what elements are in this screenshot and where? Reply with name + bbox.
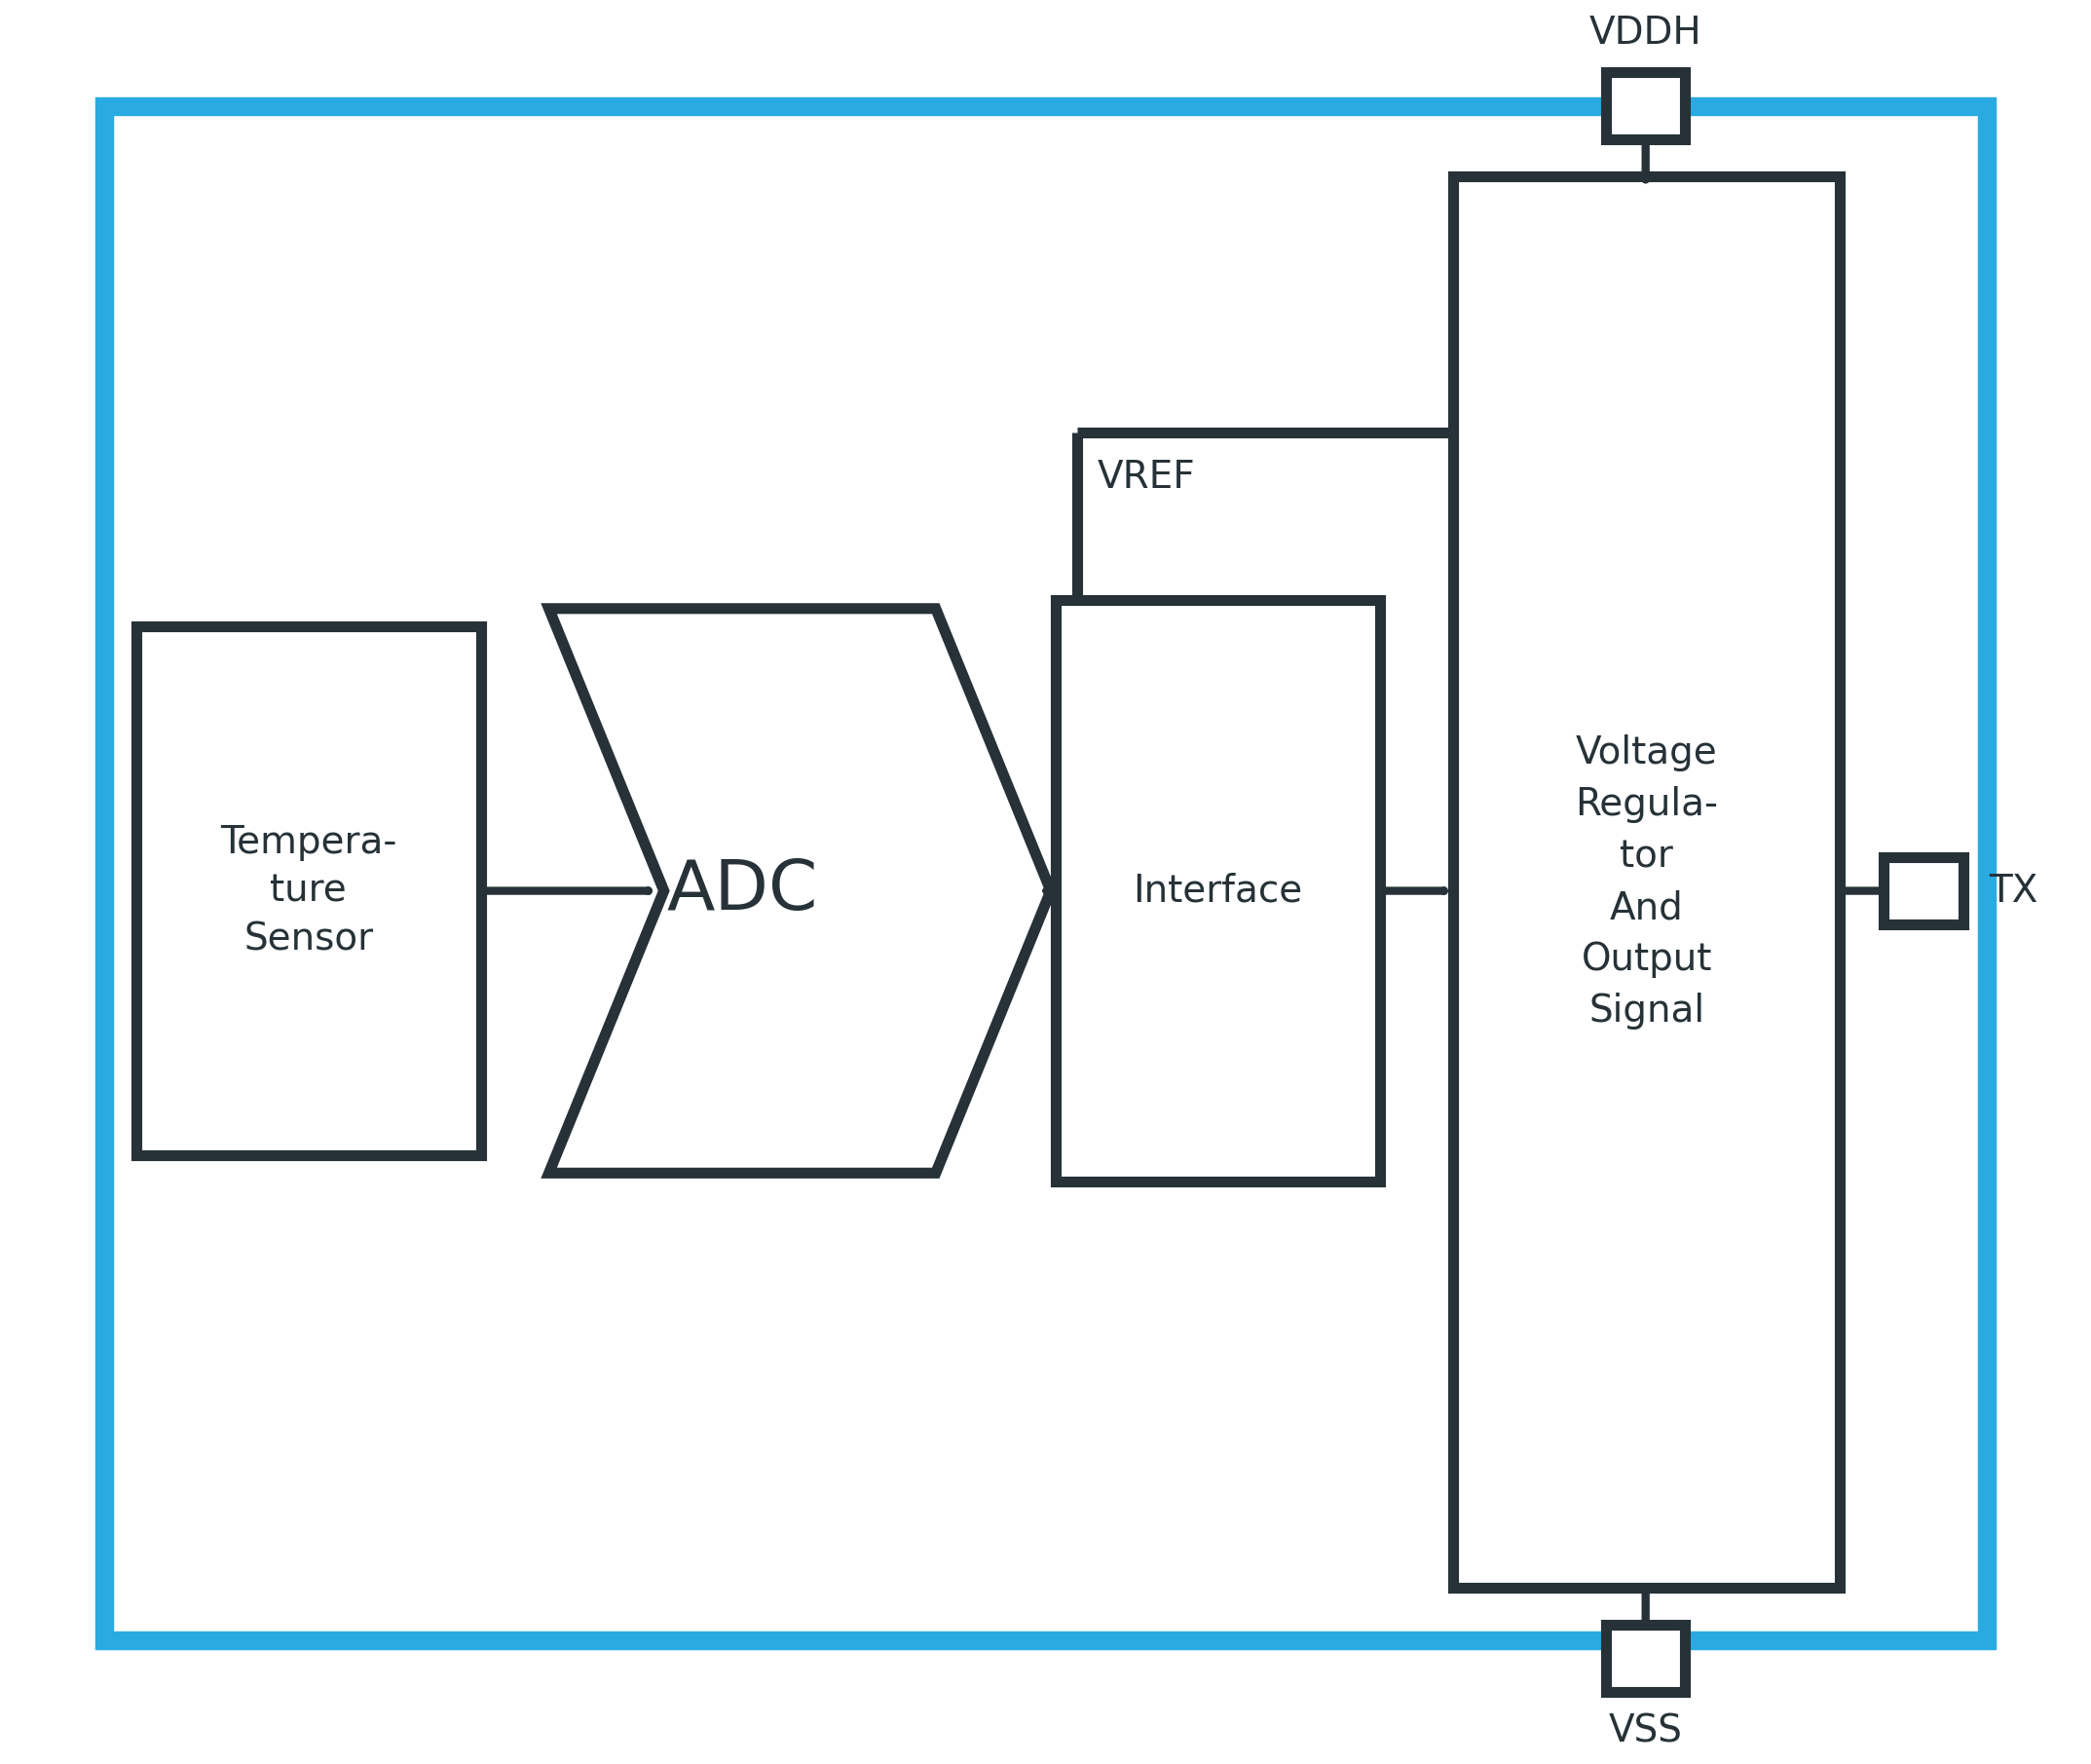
Polygon shape (548, 609, 1052, 1173)
Text: Voltage
Regula-
tor
And
Output
Signal: Voltage Regula- tor And Output Signal (1575, 734, 1719, 1030)
Text: VSS: VSS (1608, 1713, 1683, 1750)
Text: TX: TX (1989, 873, 2037, 908)
Text: VREF: VREF (1098, 459, 1196, 496)
Bar (105, 106, 1986, 1641)
Text: ADC: ADC (667, 857, 818, 924)
Bar (1606, 72, 1685, 139)
Text: VDDH: VDDH (1589, 14, 1702, 51)
Bar (1056, 600, 1380, 1182)
Bar (1453, 176, 1840, 1588)
Bar (1884, 857, 1963, 924)
Text: Tempera-
ture
Sensor: Tempera- ture Sensor (220, 824, 397, 958)
Bar (1606, 1625, 1685, 1692)
Bar (136, 626, 481, 1155)
Text: Interface: Interface (1133, 873, 1303, 908)
